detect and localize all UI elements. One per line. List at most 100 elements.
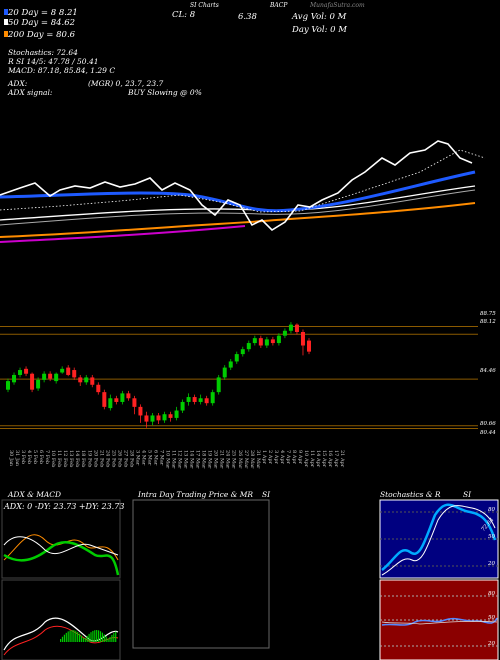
date-tick-label: 7 Apr — [285, 450, 291, 465]
ema50b-line — [0, 189, 476, 226]
stoch-tick-20: 20 — [488, 561, 495, 567]
candle-body — [36, 379, 41, 389]
ticker: BACP — [270, 2, 288, 9]
date-tick-label: 7 Feb — [44, 450, 50, 464]
candle-body — [60, 368, 65, 373]
date-tick-label: 16 Apr — [327, 450, 333, 468]
stoch-title: Stochastics & R — [380, 490, 441, 499]
rsi-tick-50: 50 — [488, 615, 495, 621]
candle-body — [264, 339, 269, 346]
avg-vol: Avg Vol: 0 M — [292, 12, 347, 22]
intraday-panel — [132, 499, 270, 649]
macd-hist-bar — [73, 630, 75, 642]
candle-body — [54, 373, 59, 382]
candle-body — [12, 374, 17, 383]
date-tick-label: 28 Mar — [249, 450, 255, 469]
macd-hist-bar — [107, 638, 109, 642]
macd-hist-bar — [92, 630, 94, 642]
day-vol: Day Vol: 0 M — [292, 25, 347, 35]
macd-hist-bar — [103, 634, 105, 642]
macd-hist-bar — [90, 632, 92, 642]
candle-body — [42, 373, 47, 380]
date-tick-label: 27 Feb — [122, 450, 128, 467]
candle-body — [216, 377, 221, 393]
date-tick-label: 12 Mar — [177, 450, 183, 469]
candle-body — [210, 392, 215, 404]
candle-body — [24, 368, 29, 374]
candlesticks — [6, 322, 311, 428]
date-tick-label: 26 Feb — [116, 450, 122, 467]
candle-body — [90, 377, 95, 385]
ema50-line — [0, 185, 476, 221]
date-tick-label: 7 Mar — [159, 450, 165, 466]
ema200-swatch — [4, 31, 8, 37]
date-tick-label: 8 Apr — [291, 450, 297, 465]
macd-hist-bar — [75, 630, 77, 642]
candle-body — [174, 410, 179, 418]
date-tick-label: 24 Mar — [225, 450, 231, 469]
candle-body — [276, 335, 281, 344]
candle-body — [282, 330, 287, 336]
macd-hist-bar — [96, 630, 98, 642]
macd-hist-bar — [69, 630, 71, 642]
ema20-swatch — [4, 9, 8, 15]
macd-hist-bar — [111, 634, 113, 642]
date-tick-label: 24 Feb — [104, 450, 110, 467]
intraday-si: SI — [262, 490, 271, 499]
price-line — [0, 140, 473, 232]
candle-body — [240, 349, 245, 355]
candle-body — [108, 398, 113, 409]
macd-hist-bar — [80, 635, 83, 642]
date-tick-label: 14 Feb — [74, 450, 80, 467]
date-tick-label: 21 Apr — [339, 450, 345, 468]
price-tick-1: 88.75 — [480, 311, 496, 317]
adx-lines — [3, 534, 120, 576]
date-tick-label: 13 Mar — [183, 450, 189, 469]
candle-body — [252, 338, 257, 344]
candle-body — [126, 393, 131, 399]
date-tick-label: 21 Mar — [219, 450, 225, 469]
candle-body — [246, 343, 251, 350]
stoch-lines — [380, 503, 498, 576]
date-tick-label: 9 Apr — [297, 450, 303, 465]
price-tick-2: 88.12 — [480, 319, 496, 325]
candle-body — [258, 338, 263, 346]
macd-hist-bar — [101, 632, 103, 642]
stoch-si: SI — [463, 490, 472, 499]
candle-body — [198, 398, 203, 402]
macd-hist-bar — [84, 638, 86, 642]
rsi-tick-80: 80 — [488, 591, 495, 597]
close-label: CL: 8 — [172, 10, 196, 20]
si-charts-label: SI Charts — [190, 2, 219, 9]
dotted-line — [0, 149, 486, 213]
adx-panel — [1, 499, 121, 579]
date-tick-label: 20 Feb — [92, 450, 98, 467]
macd-hist-bar — [61, 636, 64, 642]
price-tick-3: 84.46 — [480, 368, 496, 374]
candle-body — [162, 414, 167, 421]
candle-body — [168, 414, 173, 418]
ema200-readout: 200 Day = 80.6 — [8, 30, 76, 40]
date-tick-label: 5 Mar — [146, 450, 152, 466]
date-tick-label: 3 Feb — [20, 450, 26, 464]
date-tick-label: 10 Feb — [50, 450, 56, 467]
date-tick-label: 3 Mar — [134, 450, 140, 466]
date-tick-label: 14 Mar — [189, 450, 195, 469]
macd-hist-bar — [65, 632, 67, 642]
candle-body — [96, 384, 101, 393]
date-tick-label: 4 Feb — [26, 450, 32, 464]
adx-panel-title: ADX & MACD — [8, 490, 62, 499]
date-tick-label: 3 Apr — [273, 450, 279, 465]
candle-body — [234, 354, 239, 362]
adx-signal-value: BUY Slowing @ 0% — [128, 88, 202, 97]
date-tick-label: 21 Feb — [98, 450, 104, 467]
macd-hist-bar — [99, 631, 102, 642]
date-tick-label: 11 Apr — [309, 450, 315, 468]
candle-body — [84, 377, 89, 383]
date-tick-label: 17 Mar — [195, 450, 201, 469]
candle-body — [72, 370, 77, 378]
candle-body — [150, 415, 155, 422]
candle-body — [30, 373, 35, 390]
stochastics-readout: Stochastics: 72.64 — [8, 48, 78, 57]
macd-hist-bar — [67, 631, 69, 642]
